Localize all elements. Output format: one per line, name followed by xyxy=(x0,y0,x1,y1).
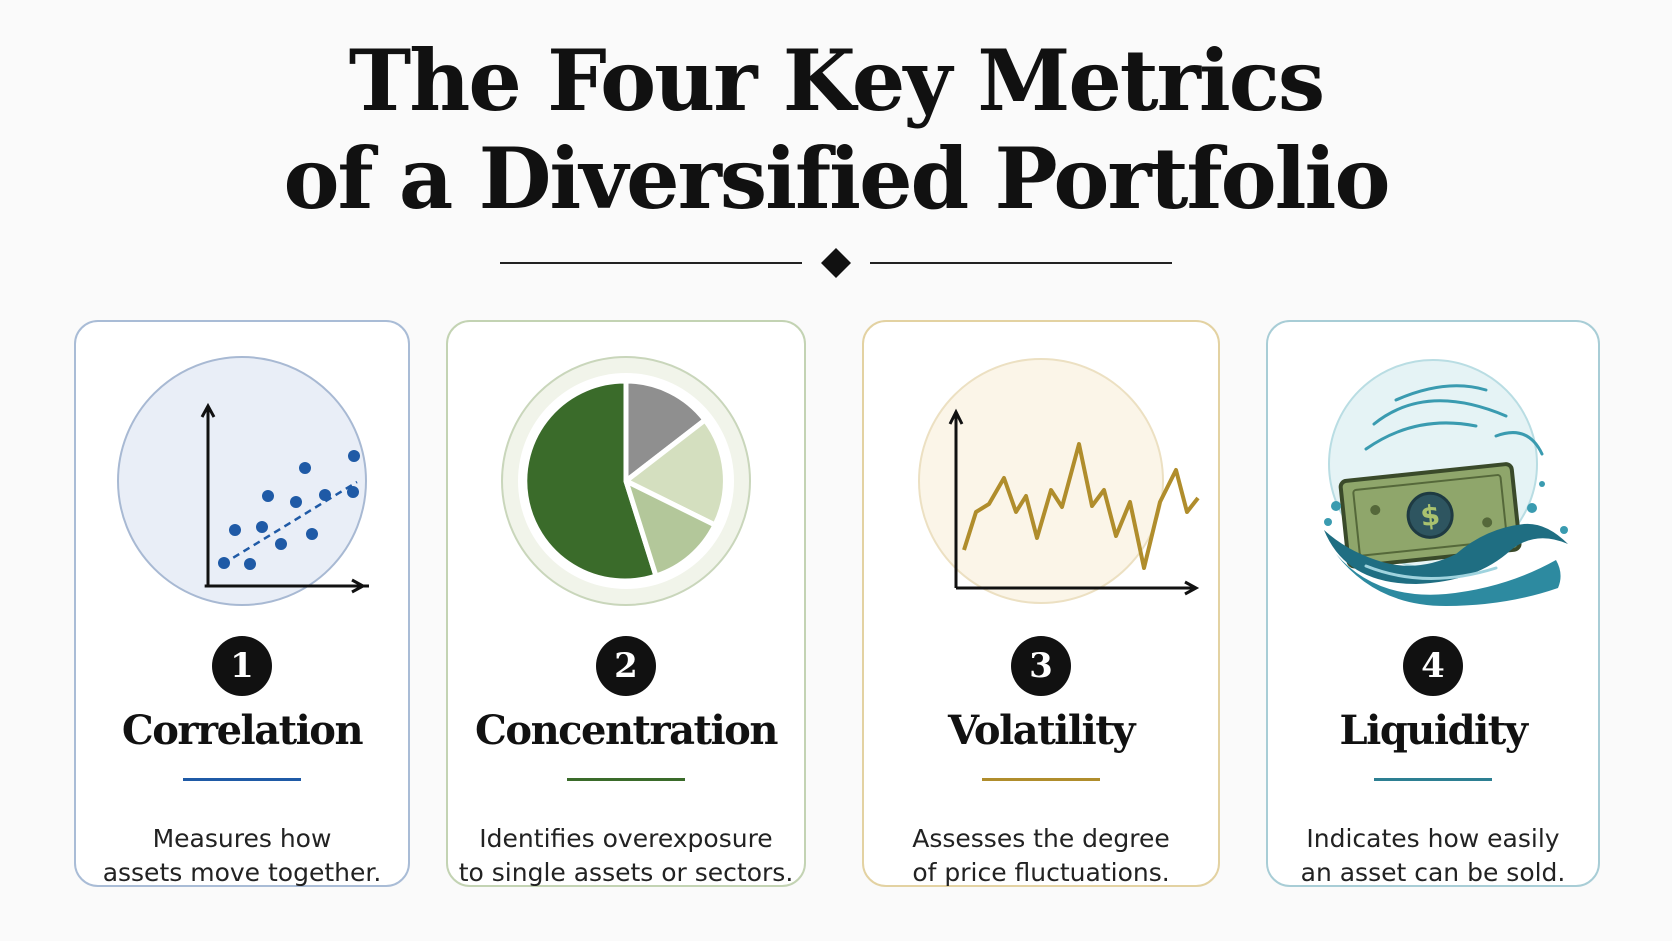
metric-description: Identifies overexposure to single assets… xyxy=(448,822,804,890)
fluctuating-line-icon xyxy=(904,354,1200,608)
metric-number-badge: 1 xyxy=(212,636,272,696)
description-line-2: an asset can be sold. xyxy=(1300,858,1566,887)
title-divider xyxy=(500,248,1172,278)
metric-name: Liquidity xyxy=(1339,707,1528,754)
description-line-2: to single assets or sectors. xyxy=(458,858,794,887)
page-title: The Four Key Metrics of a Diversified Po… xyxy=(0,32,1672,228)
metric-name: Correlation xyxy=(121,707,364,754)
metric-description: Measures how assets move together. xyxy=(76,822,408,890)
metric-card-concentration: 2 Concentration Identifies overexposure … xyxy=(446,320,806,887)
metric-underline xyxy=(1374,778,1492,781)
metric-description: Indicates how easily an asset can be sol… xyxy=(1268,822,1598,890)
description-line-1: Measures how xyxy=(152,824,332,853)
metric-underline xyxy=(982,778,1100,781)
metric-underline xyxy=(567,778,685,781)
metric-number-badge: 4 xyxy=(1403,636,1463,696)
metric-number-badge: 2 xyxy=(596,636,656,696)
metric-card-correlation: 1 Correlation Measures how assets move t… xyxy=(74,320,410,887)
description-line-2: assets move together. xyxy=(102,858,382,887)
scatter-plot-icon xyxy=(115,354,369,608)
metric-number-badge: 3 xyxy=(1011,636,1071,696)
pie-chart-icon xyxy=(499,354,753,608)
metric-description: Assesses the degree of price fluctuation… xyxy=(864,822,1218,890)
diamond-icon xyxy=(821,248,851,278)
description-line-2: of price fluctuations. xyxy=(912,858,1170,887)
description-line-1: Indicates how easily xyxy=(1306,824,1560,853)
metric-underline xyxy=(183,778,301,781)
metric-card-volatility: 3 Volatility Assesses the degree of pric… xyxy=(862,320,1220,887)
title-line-1: The Four Key Metrics xyxy=(348,31,1325,130)
description-line-1: Identifies overexposure xyxy=(479,824,773,853)
money-wave-icon: $ xyxy=(1306,354,1568,608)
metric-name: Concentration xyxy=(475,707,778,754)
metric-name: Volatility xyxy=(948,707,1135,754)
title-line-2: of a Diversified Portfolio xyxy=(283,129,1390,228)
description-line-1: Assesses the degree xyxy=(912,824,1170,853)
svg-text:$: $ xyxy=(1419,498,1442,533)
metric-card-liquidity: $ 4 Liquidity Indicates how easily an as… xyxy=(1266,320,1600,887)
